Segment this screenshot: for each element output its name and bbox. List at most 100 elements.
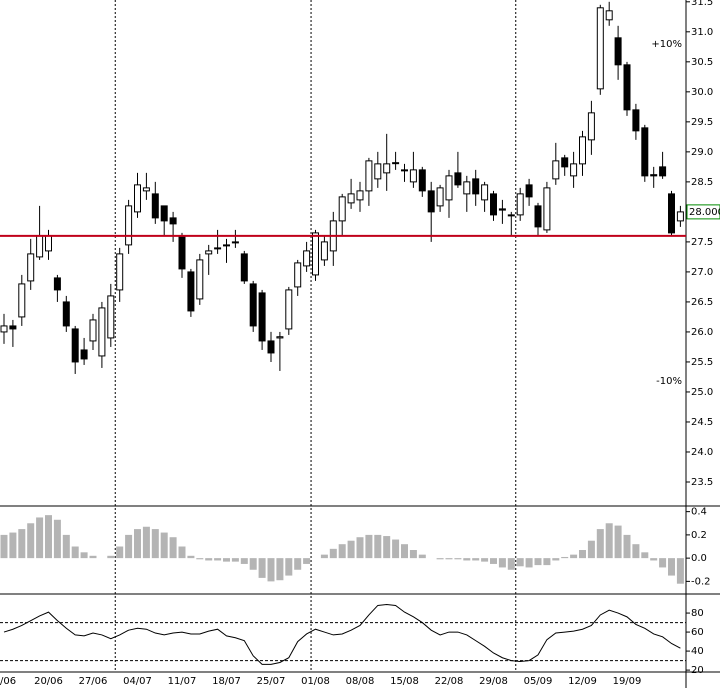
bar (605, 523, 613, 559)
candle-body (151, 193, 159, 219)
bar (463, 558, 471, 561)
line (3, 604, 681, 665)
candle-body (596, 7, 604, 90)
candle-body (481, 184, 489, 201)
bar (107, 555, 115, 559)
bar (53, 519, 61, 559)
y-tick-label: 29.5 (691, 117, 713, 128)
candle-body (98, 307, 106, 357)
bar (401, 544, 408, 559)
candle-body (463, 181, 471, 195)
bar (623, 534, 631, 559)
y-tick-label: 27.5 (691, 237, 713, 248)
candle-body (18, 283, 26, 318)
bar (668, 558, 675, 576)
y-tick-label: 80 (691, 608, 704, 619)
bar (0, 534, 8, 559)
candle-body (27, 253, 35, 282)
candle-body (676, 211, 684, 222)
candle-body (169, 217, 177, 225)
bar (561, 556, 569, 559)
bar (418, 554, 426, 559)
bar (383, 536, 391, 559)
bar (614, 525, 622, 559)
candle-body (62, 301, 70, 327)
bar (534, 558, 542, 566)
candle-body (516, 193, 524, 216)
y-tick-label: 28.5 (691, 177, 713, 188)
bar (178, 546, 186, 559)
candle-body (365, 160, 373, 192)
x-tick-label: 01/08 (301, 676, 330, 687)
bar (160, 532, 168, 559)
x-tick-label: 05/09 (524, 676, 553, 687)
candle-body (142, 187, 150, 192)
bar (294, 558, 302, 570)
candle-body (107, 295, 115, 339)
bar (18, 529, 26, 559)
candle-body (276, 336, 284, 339)
candle-body (347, 193, 355, 204)
candle-body (570, 163, 578, 177)
bar (579, 550, 586, 559)
bar (27, 523, 35, 559)
x-tick-label: 27/06 (79, 676, 108, 687)
candle-body (498, 208, 506, 211)
y-tick-label: 31.0 (691, 27, 713, 38)
y-tick-label: 60 (691, 627, 704, 638)
candle-body (45, 235, 52, 252)
candle-body (445, 175, 453, 201)
bar (62, 534, 70, 559)
bar (303, 558, 311, 564)
bar (329, 548, 337, 559)
candle-body (507, 214, 515, 217)
x-tick-label: 29/08 (479, 676, 508, 687)
bar (356, 537, 364, 559)
candle-body (312, 232, 319, 276)
candle-body (258, 292, 266, 342)
bar (454, 558, 462, 560)
x-tick-label: 04/07 (123, 676, 152, 687)
candle-body (214, 247, 222, 250)
bar (525, 558, 533, 568)
candle-body (338, 196, 346, 222)
candle-body (125, 205, 133, 246)
candle-body (134, 184, 141, 213)
bar (365, 534, 373, 559)
bar (650, 558, 658, 561)
candle-body (579, 136, 586, 165)
x-tick-label: 22/08 (435, 676, 464, 687)
y-tick-label: 30.0 (691, 87, 713, 98)
y-tick-label: 27.0 (691, 267, 713, 278)
bar (490, 558, 497, 564)
bar (392, 539, 400, 559)
candle-body (668, 193, 675, 234)
bar (134, 529, 141, 559)
bar (472, 558, 480, 561)
bar (436, 558, 444, 560)
y-tick-label: 0.4 (691, 507, 707, 518)
candle-body (605, 10, 613, 21)
candle-body (320, 241, 328, 261)
candle-body (552, 160, 560, 180)
bar (445, 558, 453, 560)
candle-body (80, 349, 88, 360)
bar (276, 558, 284, 581)
bar (285, 558, 293, 576)
candle-body (490, 193, 497, 216)
candle-body (659, 166, 667, 177)
bar (169, 537, 177, 559)
x-tick-label: 12/09 (568, 676, 597, 687)
bar (409, 550, 417, 559)
y-tick-label: 26.5 (691, 297, 713, 308)
candle-body (534, 205, 542, 228)
last-price-label: 28.000 (689, 207, 720, 218)
x-tick-label: /06 (0, 676, 16, 687)
candle-body (196, 259, 204, 300)
bar (552, 558, 560, 561)
x-tick-label: 19/09 (613, 676, 642, 687)
bar (45, 515, 52, 559)
candle-body (614, 37, 622, 66)
candle-body (383, 163, 391, 174)
bar (587, 540, 595, 559)
